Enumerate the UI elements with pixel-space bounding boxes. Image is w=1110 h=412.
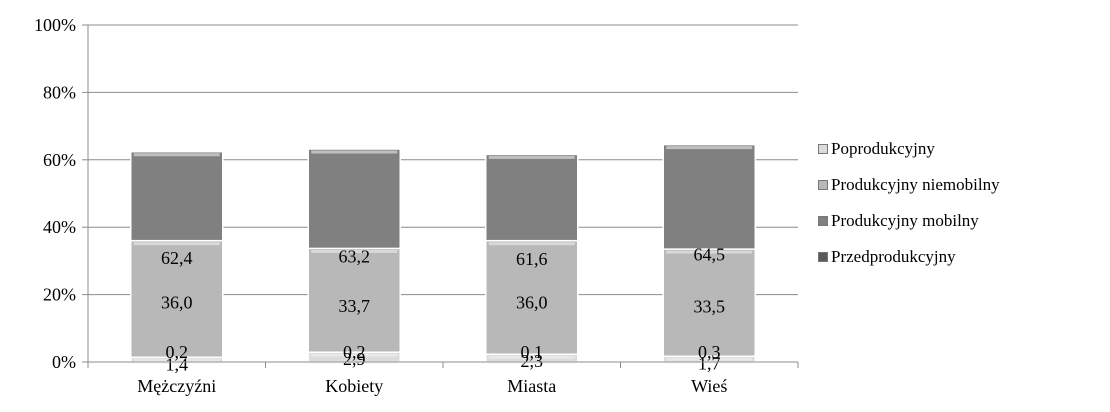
- legend-item-produkcyjny-niemobilny: Produkcyjny niemobilny: [818, 174, 1000, 196]
- bar-segment-highlight: [666, 362, 753, 364]
- data-label: 33,7: [339, 296, 371, 316]
- data-label: 0,1: [521, 342, 544, 362]
- bar-segment-highlight: [488, 155, 575, 159]
- bar-segment-highlight: [133, 242, 220, 246]
- x-tick-label: Wieś: [691, 376, 727, 396]
- legend-swatch: [818, 216, 828, 226]
- bar-segment-highlight: [133, 362, 220, 364]
- bar-segment-highlight: [666, 146, 753, 150]
- y-tick-label: 40%: [43, 217, 76, 237]
- data-label: 0,3: [698, 342, 721, 362]
- y-tick-label: 100%: [34, 15, 76, 35]
- bar-segment-highlight: [666, 357, 753, 361]
- bar-segment-highlight: [488, 242, 575, 246]
- bar-segment: [485, 239, 579, 363]
- y-tick-label: 60%: [43, 150, 76, 170]
- data-label: 62,4: [161, 248, 193, 268]
- bar-segment-highlight: [311, 353, 398, 357]
- data-label: 0,2: [343, 342, 366, 362]
- data-label: 63,2: [339, 247, 371, 267]
- bar-segment-highlight: [133, 153, 220, 157]
- bar-segment: [307, 247, 401, 363]
- legend-swatch: [818, 144, 828, 154]
- data-label: 1,4: [166, 354, 189, 374]
- data-label: 2,3: [521, 351, 544, 371]
- legend-item-poprodukcyjny: Poprodukcyjny: [818, 138, 1000, 160]
- legend-label: Produkcyjny mobilny: [831, 211, 979, 230]
- y-tick-label: 20%: [43, 285, 76, 305]
- data-labels: 0,262,436,01,40,263,233,72,9 0,161,636,02…: [161, 244, 725, 374]
- bar-segment-highlight: [311, 249, 398, 253]
- legend-label: Poprodukcyjny: [831, 139, 935, 158]
- legend-swatch: [818, 252, 828, 262]
- data-label: 1,7: [698, 353, 721, 373]
- y-tick-label: 80%: [43, 82, 76, 102]
- y-tick-label: 0%: [52, 352, 76, 372]
- legend: Poprodukcyjny Produkcyjny niemobilny Pro…: [818, 138, 1000, 282]
- legend-label: Produkcyjny niemobilny: [831, 175, 1000, 194]
- x-tick-label: Mężczyźni: [137, 376, 216, 396]
- legend-label: Przedprodukcyjny: [831, 247, 956, 266]
- x-tick-label: Miasta: [507, 376, 556, 396]
- bar-segment-highlight: [311, 150, 398, 154]
- data-label: 2,9: [343, 349, 366, 369]
- bar-segment-highlight: [666, 250, 753, 254]
- bar-segment-highlight: [488, 363, 575, 365]
- x-tick-label: Kobiety: [325, 376, 383, 396]
- data-label: 61,6: [516, 249, 548, 269]
- bar-segment-highlight: [311, 362, 398, 364]
- bar-segment: [130, 239, 224, 363]
- legend-item-przedprodukcyjny: Przedprodukcyjny: [818, 246, 1000, 268]
- axes: 0% 20% 40% 60% 80% 100% Mężczyźni Kobiety Miasta…: [34, 15, 799, 396]
- bars: [130, 143, 756, 365]
- bar-segment: [662, 248, 756, 363]
- data-label: 64,5: [694, 244, 726, 264]
- data-label: 0,2: [166, 342, 189, 362]
- data-label: 36,0: [516, 292, 548, 312]
- legend-swatch: [818, 180, 828, 190]
- data-label: 33,5: [694, 297, 726, 317]
- data-label: 36,0: [161, 292, 193, 312]
- bar-segment-highlight: [133, 358, 220, 362]
- legend-item-produkcyjny-mobilny: Produkcyjny mobilny: [818, 210, 1000, 232]
- bar-segment-highlight: [488, 355, 575, 359]
